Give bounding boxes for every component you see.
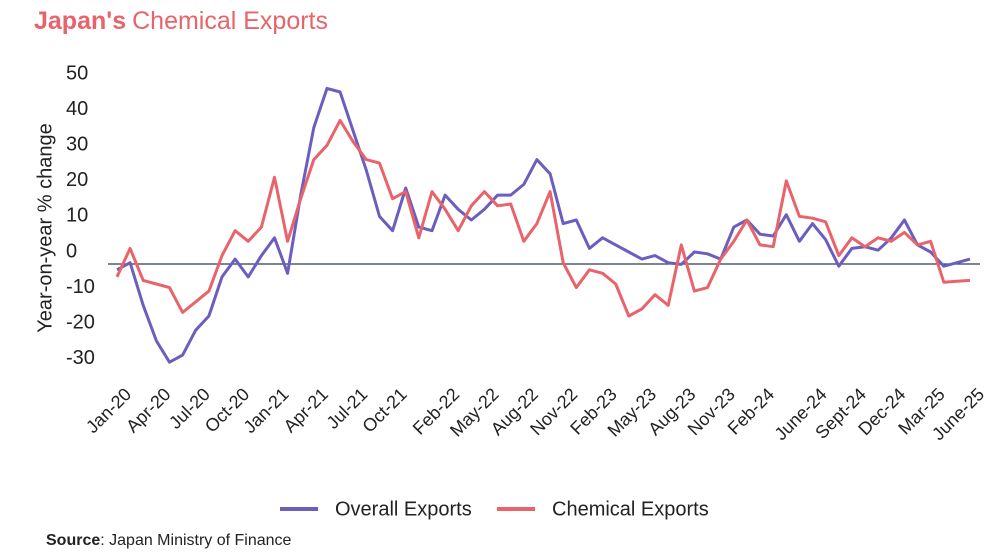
- y-tick-label: 40: [66, 98, 88, 120]
- y-tick-label: 50: [66, 63, 88, 85]
- legend-label: Overall Exports: [335, 498, 472, 520]
- series-line: [116, 86, 971, 364]
- x-tick-label: Jan-21: [240, 384, 293, 437]
- y-tick-label: -10: [66, 276, 95, 298]
- series-line: [115, 118, 971, 318]
- legend-label: Chemical Exports: [552, 498, 709, 520]
- title-rest: Chemical Exports: [132, 7, 328, 35]
- x-tick-label: Oct-21: [358, 384, 410, 436]
- y-tick-label: -20: [66, 311, 95, 333]
- source-text: : Japan Ministry of Finance: [100, 532, 291, 549]
- source-label: Source: [46, 532, 100, 549]
- source: Source: Japan Ministry of Finance: [46, 532, 292, 549]
- y-tick-label: 30: [66, 134, 88, 156]
- x-tick-label: Apr-21: [280, 384, 332, 436]
- y-axis-title: Year-on-year % change: [34, 123, 56, 332]
- x-tick-label: Jan-20: [82, 384, 135, 437]
- y-tick-label: 0: [66, 240, 77, 262]
- y-tick-label: -30: [66, 347, 95, 369]
- chart-title: Japan's Chemical Exports: [34, 7, 328, 35]
- x-tick-label: Apr-20: [122, 384, 174, 436]
- y-tick-label: 10: [66, 205, 88, 227]
- title-bold: Japan's: [34, 7, 126, 35]
- y-tick-label: 20: [66, 169, 88, 191]
